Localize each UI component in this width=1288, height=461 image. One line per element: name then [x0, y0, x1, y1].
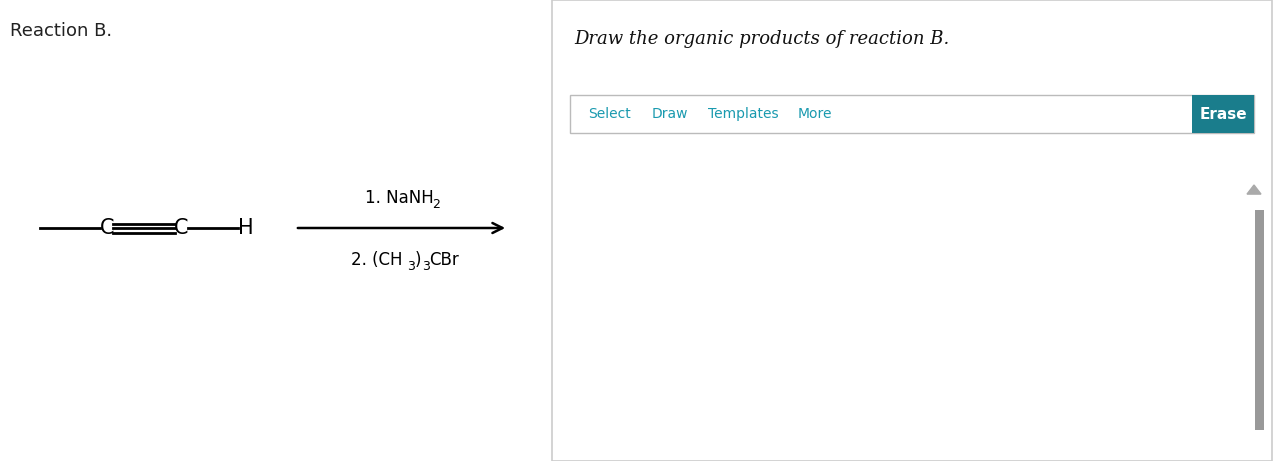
Text: Draw: Draw	[652, 107, 689, 121]
Text: More: More	[799, 107, 832, 121]
Bar	[1191, 95, 1255, 133]
Text: H: H	[238, 218, 254, 238]
Bar	[553, 0, 1273, 461]
Polygon shape	[1247, 185, 1261, 194]
Text: C: C	[100, 218, 115, 238]
Text: 2: 2	[433, 197, 440, 211]
Text: 1. NaNH: 1. NaNH	[366, 189, 434, 207]
Text: Select: Select	[589, 107, 631, 121]
Text: CBr: CBr	[429, 251, 460, 269]
Text: 2. (CH: 2. (CH	[352, 251, 403, 269]
Bar	[1255, 210, 1264, 430]
Text: 3: 3	[422, 260, 430, 272]
Text: Draw the organic products of reaction B.: Draw the organic products of reaction B.	[574, 30, 949, 48]
Text: Templates: Templates	[708, 107, 779, 121]
Text: Erase: Erase	[1199, 106, 1247, 122]
Bar	[571, 95, 1255, 133]
Text: C: C	[174, 218, 188, 238]
Text: ): )	[415, 251, 421, 269]
Text: Reaction B.: Reaction B.	[10, 22, 112, 40]
Text: 3: 3	[407, 260, 415, 272]
